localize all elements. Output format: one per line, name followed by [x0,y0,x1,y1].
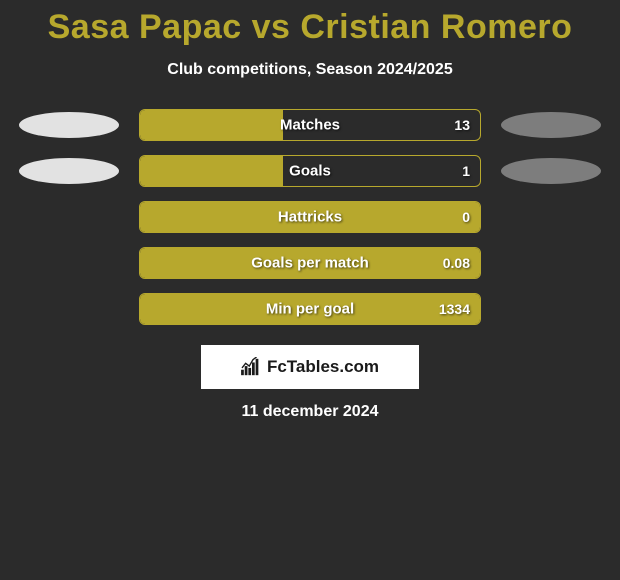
stat-row: Goals 1 [0,155,620,187]
stat-row: Hattricks 0 [0,201,620,233]
stat-value: 13 [454,117,470,133]
comparison-card: Sasa Papac vs Cristian Romero Club compe… [0,0,620,421]
stat-row: Matches 13 [0,109,620,141]
stats-list: Matches 13 Goals 1 Hattricks 0 Goals per match… [0,109,620,325]
stat-value: 0.08 [443,255,470,271]
stat-label: Goals per match [251,255,369,272]
brand-logo-inner: FcTables.com [241,357,379,377]
brand-text: FcTables.com [267,357,379,377]
stat-label: Goals [289,163,331,180]
player-left-marker [19,158,119,184]
player-right-marker [501,158,601,184]
page-subtitle: Club competitions, Season 2024/2025 [0,61,620,79]
stat-value: 1334 [439,301,470,317]
stat-bar: Min per goal 1334 [139,293,481,325]
brand-logo[interactable]: FcTables.com [201,345,419,389]
page-title: Sasa Papac vs Cristian Romero [0,8,620,47]
stat-bar-fill [140,156,283,186]
stat-label: Hattricks [278,209,342,226]
chart-icon [241,357,263,377]
stat-bar-fill [140,110,283,140]
stat-row: Goals per match 0.08 [0,247,620,279]
stat-bar: Goals 1 [139,155,481,187]
player-right-marker [501,112,601,138]
stat-bar: Matches 13 [139,109,481,141]
player-left-marker [19,112,119,138]
date-label: 11 december 2024 [0,403,620,421]
stat-value: 0 [462,209,470,225]
stat-label: Min per goal [266,301,354,318]
stat-label: Matches [280,117,340,134]
stat-value: 1 [462,163,470,179]
stat-row: Min per goal 1334 [0,293,620,325]
stat-bar: Goals per match 0.08 [139,247,481,279]
stat-bar: Hattricks 0 [139,201,481,233]
